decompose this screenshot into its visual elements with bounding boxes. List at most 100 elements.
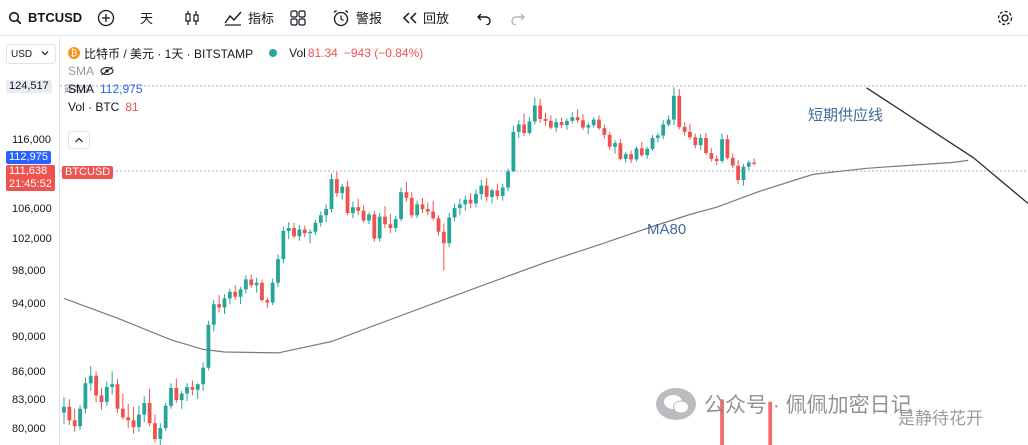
candle-body xyxy=(158,428,163,439)
high-price-tag: 124,517 xyxy=(6,80,52,93)
candle xyxy=(78,404,82,430)
settings-button[interactable] xyxy=(996,9,1014,32)
vol-legend-label: Vol xyxy=(289,46,306,60)
candle xyxy=(238,286,243,305)
candle-body xyxy=(666,119,671,125)
candle-body xyxy=(286,228,291,231)
interval-button[interactable]: 天 xyxy=(140,0,153,36)
supply-trend-line[interactable] xyxy=(866,87,1028,230)
candle xyxy=(436,215,441,236)
candle-body xyxy=(260,282,264,301)
candle-body xyxy=(302,229,307,234)
sma-hidden-row[interactable]: SMA xyxy=(68,62,423,80)
candle xyxy=(163,402,168,431)
candle xyxy=(270,278,275,305)
replay-label: 回放 xyxy=(423,11,450,26)
price-tick-label: 83,000 xyxy=(12,394,46,406)
candle-body xyxy=(565,120,569,126)
candle xyxy=(548,115,553,130)
candle xyxy=(629,150,633,164)
candle-body xyxy=(447,217,452,244)
high-price-value: 124,517 xyxy=(9,80,49,92)
replay-button[interactable]: 回放 xyxy=(401,0,449,36)
candle-body xyxy=(345,186,350,213)
candle-body xyxy=(581,120,585,128)
candle-body xyxy=(99,395,104,402)
candle xyxy=(484,178,489,202)
candle xyxy=(260,279,264,302)
candle-body xyxy=(67,406,72,421)
candle-body xyxy=(570,117,575,121)
candle-body xyxy=(613,143,617,147)
candle xyxy=(500,183,505,201)
ma80-annotation: MA80 xyxy=(647,221,687,238)
layout-grid-icon xyxy=(290,9,306,26)
candle-body xyxy=(388,224,393,228)
candle-body xyxy=(163,405,168,429)
undo-button[interactable] xyxy=(476,0,492,36)
currency-label: USD xyxy=(11,48,33,60)
candle-body xyxy=(329,179,334,210)
candle xyxy=(591,117,596,128)
candle xyxy=(367,212,371,225)
market-status-dot xyxy=(269,49,278,57)
candle-body xyxy=(270,282,275,303)
candle xyxy=(94,371,98,402)
legend-collapse-button[interactable] xyxy=(68,131,90,149)
candle xyxy=(543,112,548,126)
volume-bars xyxy=(720,399,773,445)
candle xyxy=(254,277,259,293)
compare-add-button[interactable] xyxy=(97,0,115,36)
indicators-button[interactable]: 指标 xyxy=(223,0,274,36)
candle xyxy=(698,134,703,150)
candle-body xyxy=(741,166,746,180)
candle-body xyxy=(179,393,184,401)
candle-body xyxy=(655,135,660,138)
candle xyxy=(329,173,334,213)
candle xyxy=(340,183,345,200)
candle-body xyxy=(356,207,361,211)
candle-body xyxy=(688,131,692,138)
symbol-search[interactable]: BTCUSD xyxy=(8,0,82,36)
sma-row[interactable]: SMA 112,975 xyxy=(68,80,423,98)
candle-body xyxy=(548,120,553,128)
candle xyxy=(356,198,361,216)
eye-off-icon[interactable] xyxy=(100,66,114,76)
redo-button[interactable] xyxy=(510,0,526,36)
candle xyxy=(142,396,147,423)
candle-body xyxy=(222,298,227,308)
candle-body xyxy=(393,219,398,228)
candle xyxy=(147,388,152,427)
candle-body xyxy=(623,154,628,159)
candle xyxy=(292,222,296,239)
vol-btc-label: Vol · BTC xyxy=(68,100,120,114)
candle-body xyxy=(334,179,339,194)
candle-body xyxy=(265,300,270,303)
alert-button[interactable]: 警报 xyxy=(331,0,382,36)
vol-btc-row[interactable]: Vol · BTC 81 xyxy=(68,98,423,116)
candle xyxy=(425,202,430,216)
candle-body xyxy=(436,218,441,232)
candle-body xyxy=(522,124,526,134)
candle-body xyxy=(361,210,366,221)
price-axis[interactable] xyxy=(0,37,60,445)
candle-body xyxy=(190,387,195,390)
candle-body xyxy=(511,131,516,172)
candle-body xyxy=(597,119,601,129)
chart-type-button[interactable] xyxy=(183,0,201,36)
symbol-legend-row[interactable]: ₿ 比特币 / 美元 · 1天 · BITSTAMP Vol 81.34 −94… xyxy=(68,44,423,62)
candle xyxy=(752,158,757,166)
candle-body xyxy=(227,291,232,299)
candle xyxy=(265,297,270,309)
currency-select[interactable]: USD xyxy=(6,44,56,64)
candle-body xyxy=(586,125,591,128)
layouts-button[interactable] xyxy=(289,0,307,36)
price-chart[interactable] xyxy=(60,37,1028,445)
candle-body xyxy=(420,204,425,210)
candle-body xyxy=(297,229,302,237)
candle-body xyxy=(308,231,312,234)
candle xyxy=(420,197,425,213)
price-tick-label: 102,000 xyxy=(12,233,52,245)
candle-body xyxy=(709,153,714,159)
candle xyxy=(222,294,227,315)
